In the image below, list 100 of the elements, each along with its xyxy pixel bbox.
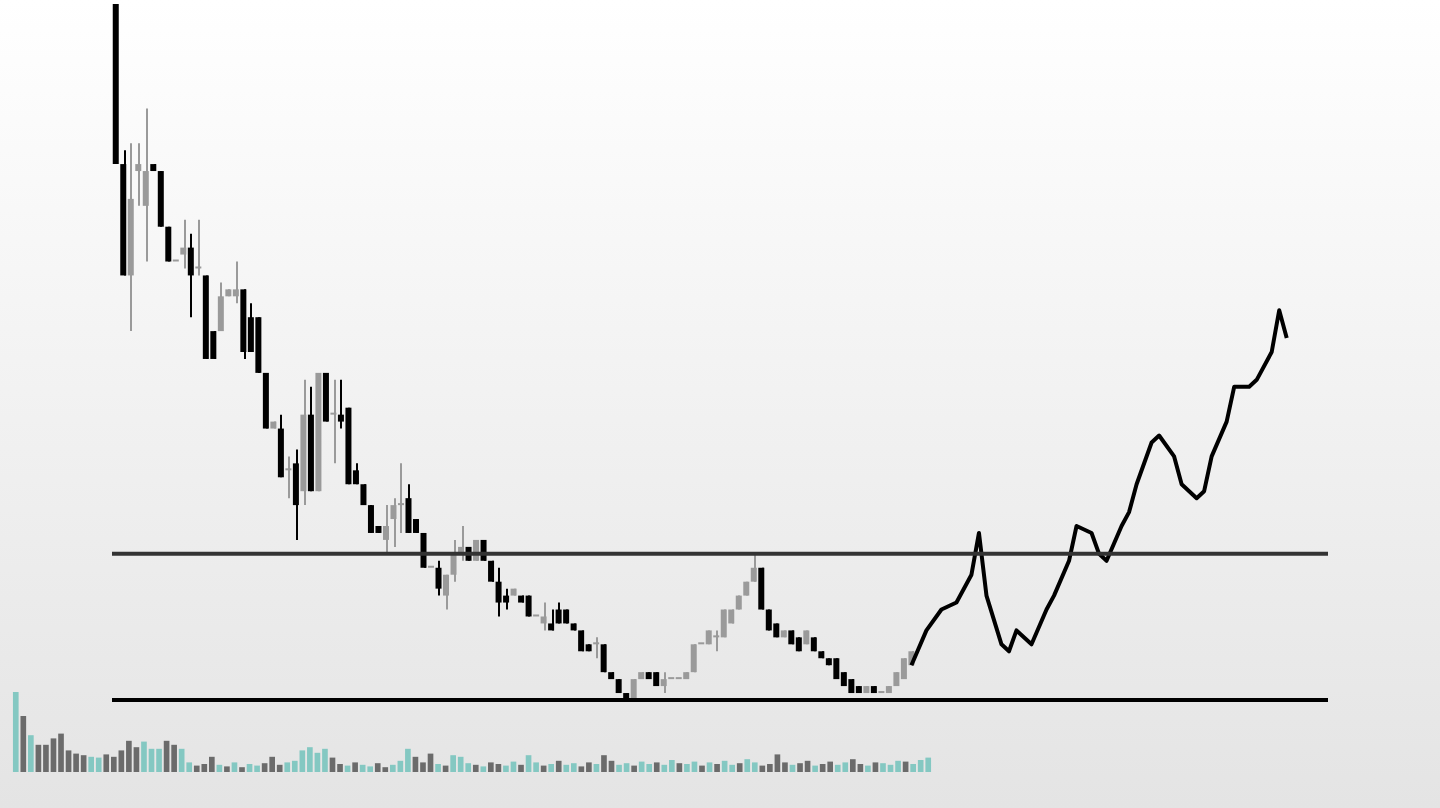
bar <box>457 756 464 772</box>
bar <box>774 754 781 772</box>
candlestick <box>330 378 337 465</box>
bar <box>284 762 291 772</box>
bar <box>812 765 818 772</box>
bar <box>729 764 735 772</box>
bar <box>231 762 238 772</box>
candlestick <box>217 281 224 333</box>
candlestick <box>292 448 299 541</box>
bar <box>178 748 185 772</box>
bar <box>601 755 607 772</box>
bar <box>73 753 79 772</box>
candlestick <box>165 225 172 263</box>
bar <box>653 762 660 772</box>
bar <box>20 716 27 772</box>
bar <box>669 760 675 772</box>
bar <box>488 762 494 772</box>
candlestick <box>195 218 202 277</box>
bar <box>299 750 306 772</box>
bar <box>842 762 849 772</box>
bar <box>337 764 343 772</box>
bar <box>865 765 871 772</box>
candlestick <box>600 643 607 674</box>
bar <box>744 759 751 772</box>
bar <box>95 757 102 772</box>
bar <box>472 764 479 772</box>
bar <box>872 762 879 772</box>
bar <box>88 756 95 772</box>
bar <box>782 762 788 772</box>
candlestick <box>690 643 697 674</box>
bar <box>797 763 803 772</box>
bar <box>43 744 49 772</box>
bar <box>699 765 705 772</box>
bar <box>910 764 916 772</box>
bar <box>563 764 570 772</box>
bar <box>58 733 64 772</box>
bar <box>631 765 637 772</box>
bar <box>156 748 162 772</box>
bar <box>925 757 932 772</box>
candlestick <box>450 538 457 583</box>
bar <box>435 764 441 772</box>
bar <box>405 748 411 772</box>
bar <box>638 761 645 772</box>
bar <box>254 765 260 772</box>
bar <box>555 760 562 772</box>
bar <box>126 740 132 772</box>
bar <box>570 763 577 772</box>
bar <box>450 755 456 772</box>
bar <box>389 764 396 772</box>
bar <box>12 692 19 772</box>
bar <box>586 762 592 772</box>
bar <box>352 762 358 772</box>
bar <box>201 764 208 772</box>
candlestick <box>232 260 239 305</box>
candlestick <box>660 671 667 695</box>
candlestick <box>750 552 757 583</box>
candlestick <box>390 497 397 548</box>
candlestick <box>495 566 502 618</box>
bar <box>834 764 841 772</box>
candlestick <box>285 455 292 500</box>
bar <box>548 764 555 772</box>
bar <box>684 764 690 772</box>
bar <box>578 766 585 772</box>
candlestick <box>758 566 765 611</box>
bar <box>616 764 622 772</box>
bar <box>706 762 713 772</box>
bar <box>503 765 509 772</box>
bar <box>224 766 230 772</box>
candlestick <box>540 601 547 632</box>
bar <box>518 764 524 772</box>
bar <box>307 747 313 772</box>
candlestick <box>180 218 187 270</box>
bar <box>374 763 381 772</box>
bar <box>676 763 683 772</box>
bar <box>646 764 653 772</box>
bar <box>269 756 275 772</box>
bar <box>171 744 177 772</box>
bar <box>28 735 34 772</box>
bar <box>533 762 539 772</box>
bar <box>895 760 901 772</box>
bar <box>480 766 487 772</box>
bar <box>465 763 472 772</box>
candlestick <box>503 587 510 611</box>
candlestick <box>435 559 442 597</box>
candlestick <box>593 636 600 660</box>
candlestick <box>187 232 194 319</box>
bar <box>661 764 668 772</box>
bar <box>917 760 924 772</box>
bar <box>880 763 886 772</box>
bar <box>420 762 426 772</box>
bar <box>849 759 856 772</box>
bar <box>736 763 743 772</box>
bar <box>367 766 374 772</box>
candlestick <box>367 504 374 534</box>
bar <box>322 748 328 772</box>
bar <box>751 762 758 772</box>
candlestick <box>382 504 389 555</box>
bar <box>141 741 147 772</box>
candlestick <box>142 107 149 263</box>
bar <box>103 754 110 772</box>
